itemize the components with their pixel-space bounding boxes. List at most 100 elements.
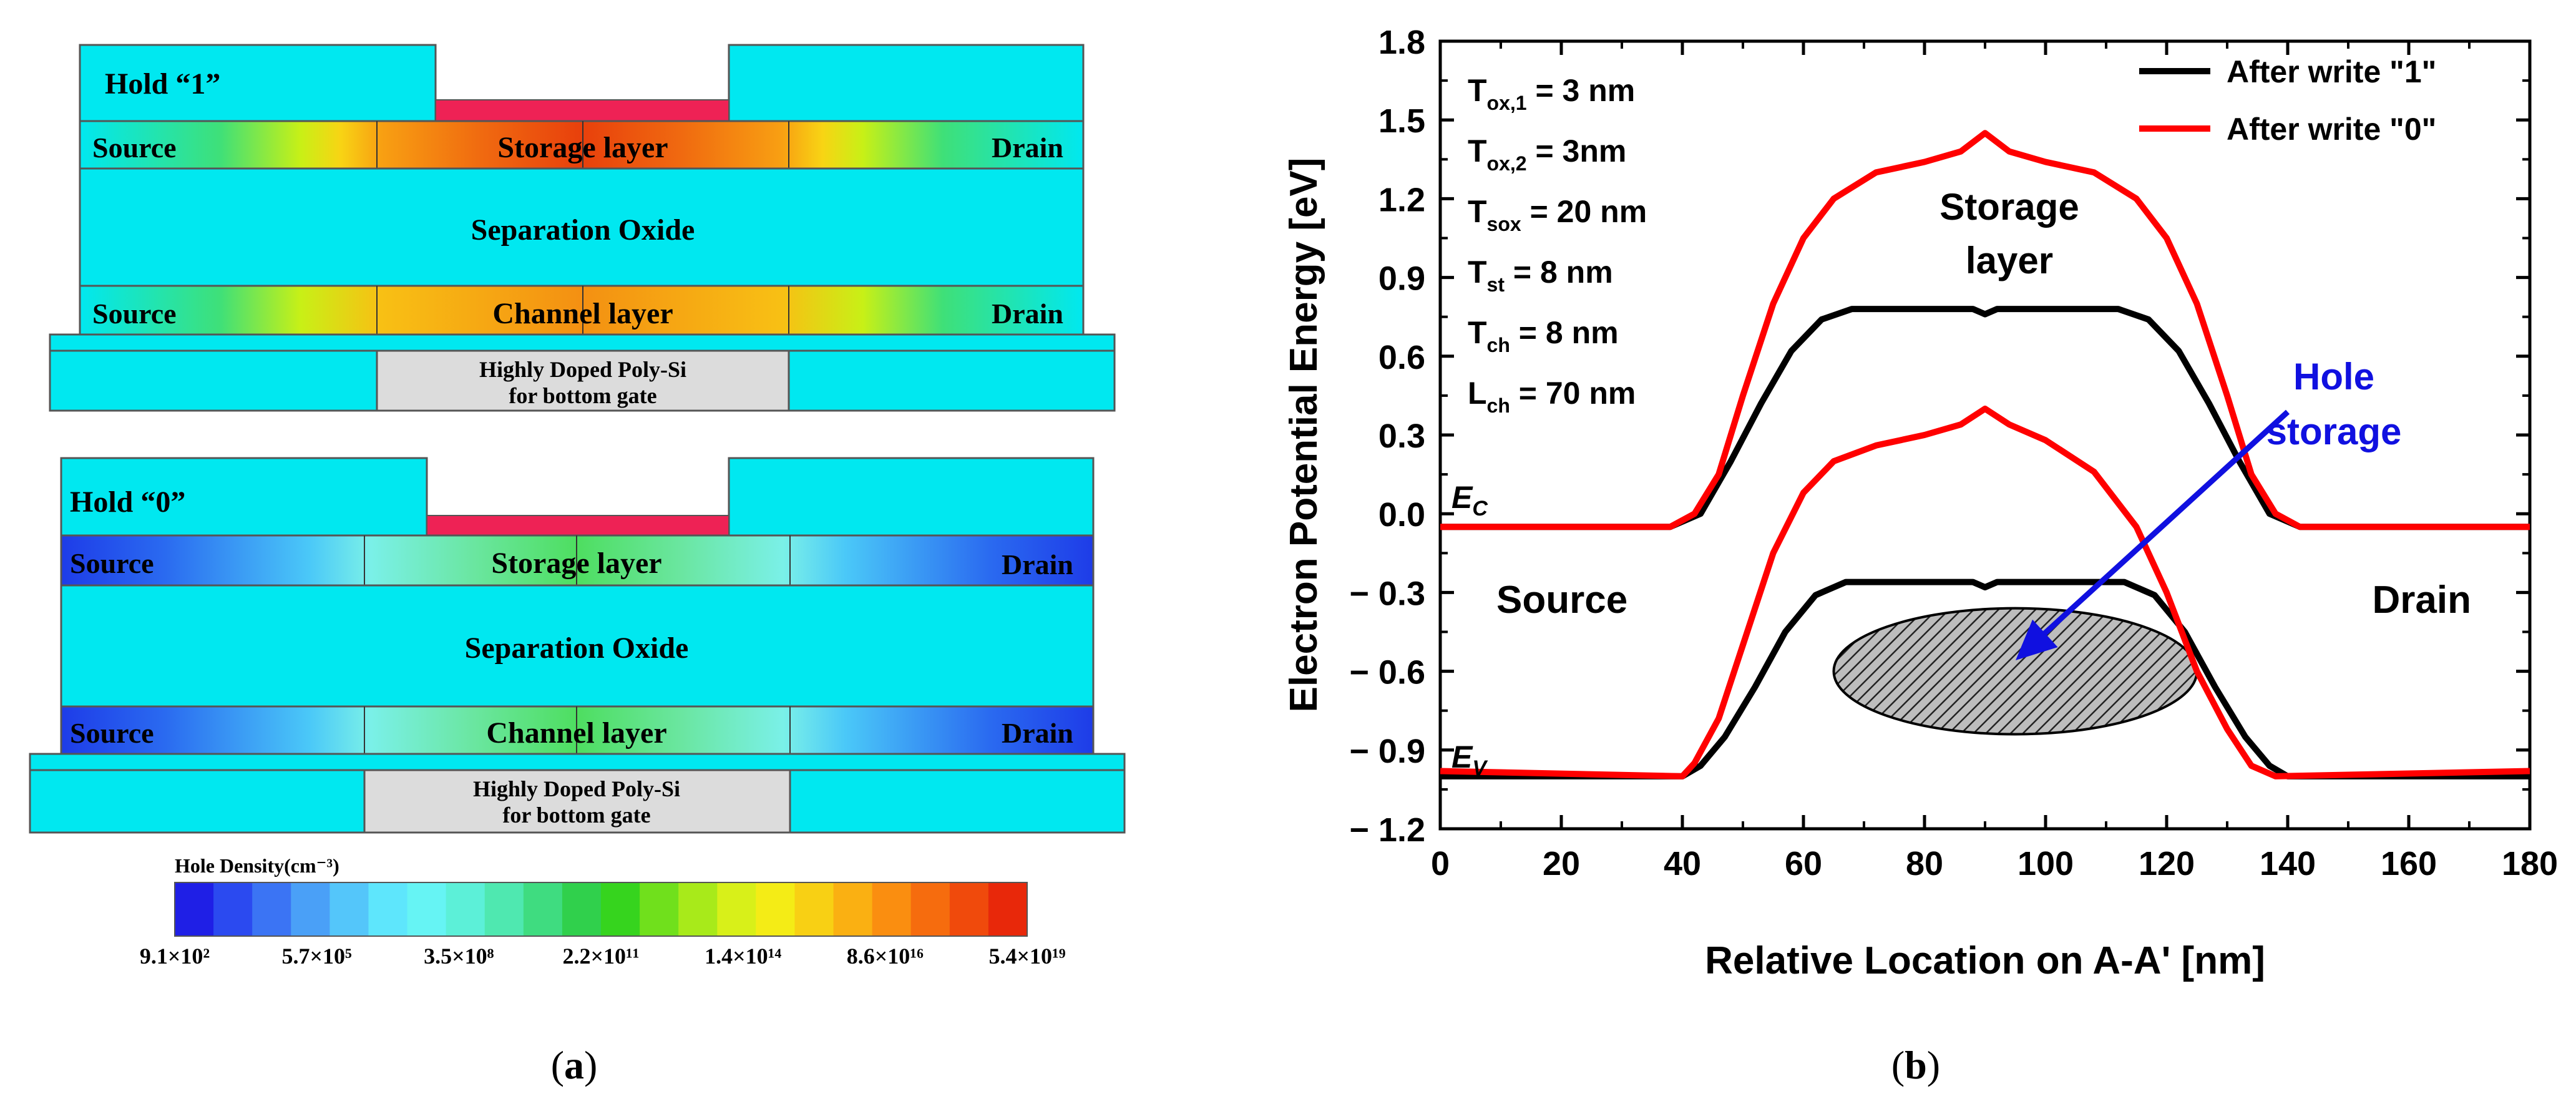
colorbar-ticks: 9.1×10² 5.7×10⁵ 3.5×10⁸ 2.2×10¹¹ 1.4×10¹⁴ 8.6… [140,944,1066,969]
bottom-gate [363,769,791,834]
channel-layer-label: Channel layer [486,716,666,750]
source-label: Source [70,717,154,749]
x-tick-label: 160 [2381,845,2437,882]
bottom-gate [376,349,790,412]
ec-label: EC [1451,480,1488,520]
parameter-item: Tst = 8 nm [1468,255,1613,296]
x-tick-label: 120 [2139,845,2195,882]
y-tick-label: 0.3 [1378,418,1425,455]
separation-oxide-label: Separation Oxide [465,632,689,665]
x-ticks: 0 20 40 60 80 100 120 140 160 180 [1431,41,2558,882]
source-label: Source [92,132,177,164]
y-tick-label: − 0.3 [1349,575,1425,612]
arrow-shaft [2032,409,2290,645]
buried-oxide [29,753,1126,771]
y-axis-label: Electron Potential Energy [eV] [1282,158,1325,713]
colorbar-tick-label: 2.2×10¹¹ [562,944,639,969]
left-gate-block [60,457,428,537]
colorbar-cell [484,882,524,936]
series-write-1-ev-line [1440,579,2530,779]
storage-annotation-line1: Storage [1939,186,2079,228]
parameter-item: Lch = 70 nm [1468,376,1636,417]
separation-oxide [60,584,1095,708]
colorbar-cell [678,882,718,936]
hold-0-device: Hold “0” Source Drain Storage layer Sepa… [29,457,1126,834]
gate-label-line1: Highly Doped Poly-Si [473,776,680,801]
y-tick-label: − 0.6 [1349,654,1425,691]
colorbar-cell [949,882,989,936]
colorbar-cell [562,882,602,936]
hold-1-title: Hold “1” [105,67,220,100]
colorbar-cell [910,882,950,936]
separation-oxide-label: Separation Oxide [471,213,695,247]
storage-layer-label: Storage layer [497,131,668,164]
colorbar-cell [523,882,563,936]
colorbar-tick-label: 5.7×10⁵ [282,944,353,969]
colorbar-cell [175,882,214,936]
parameter-item: Tox,1 = 3 nm [1468,73,1635,114]
hold-1-device: Hold “1” Source Drain Storage layer Sepa… [49,44,1116,412]
colorbar: Hole Density(cm⁻³) 9.1×10² 5.7×10⁵ 3.5×10⁸… [140,854,1066,969]
colorbar-cells [174,882,1028,937]
parameter-item: Tsox = 20 nm [1468,194,1647,235]
x-tick-label: 0 [1431,845,1450,882]
parameter-item: Tch = 8 nm [1468,315,1619,356]
y-tick-label: 0.9 [1378,260,1425,298]
colorbar-cell [717,882,756,936]
separation-oxide [79,167,1085,287]
series-group [1440,130,2530,779]
hole-annotation-line1: Hole [2293,356,2374,398]
top-gate [426,515,729,536]
drain-label: Drain [992,298,1063,330]
panel-b-label: (b) [1891,1043,1940,1087]
storage-annotation-line2: layer [1966,240,2053,281]
gate-label-line2: for bottom gate [509,383,656,408]
drain-label: Drain [1002,549,1073,580]
top-gate [435,99,729,122]
parameter-item: Tox,2 = 3nm [1468,134,1626,175]
colorbar-cell [833,882,873,936]
colorbar-tick-label: 8.6×10¹⁶ [847,944,924,969]
storage-layer-label: Storage layer [491,547,661,580]
left-gate-block [79,44,437,122]
drain-label: Drain [992,132,1063,164]
colorbar-title: Hole Density(cm⁻³) [175,854,339,877]
series-write-0-ev-line [1440,405,2530,779]
right-gate-block [728,44,1085,122]
colorbar-cell [601,882,640,936]
y-tick-label: − 0.9 [1349,733,1425,770]
x-tick-label: 80 [1906,845,1943,882]
x-tick-label: 40 [1664,845,1701,882]
drain-annotation: Drain [2373,579,2471,622]
colorbar-cell [756,882,795,936]
y-tick-label: 1.5 [1378,102,1425,140]
hole-region [1832,607,2198,736]
colorbar-cell [872,882,912,936]
source-label: Source [92,298,177,330]
colorbar-cell [988,882,1028,936]
panel-a-label: (a) [551,1043,598,1087]
colorbar-cell [446,882,485,936]
hole-storage-ellipse [1832,607,2198,736]
x-axis-label: Relative Location on A-A' [nm] [1705,939,2265,982]
gate-label-line2: for bottom gate [502,803,650,828]
legend-label-write-0: After write "0" [2227,112,2436,147]
x-tick-label: 140 [2260,845,2316,882]
hole-annotation-line2: storage [2266,411,2402,452]
colorbar-cell [407,882,447,936]
colorbar-cell [329,882,369,936]
storage-layer-region [79,120,1085,170]
arrow-head [2016,619,2058,660]
colorbar-tick-label: 5.4×10¹⁹ [988,944,1065,969]
buried-oxide [49,333,1116,352]
colorbar-cell [213,882,253,936]
y-tick-label: 1.2 [1378,181,1425,218]
y-tick-label: 0.6 [1378,339,1425,376]
legend: After write "1" After write "0" [2139,54,2436,147]
colorbar-cell [794,882,834,936]
y-tick-label: 1.8 [1378,24,1425,61]
x-tick-label: 20 [1543,845,1580,882]
colorbar-tick-label: 3.5×10⁸ [424,944,494,969]
x-tick-label: 60 [1785,845,1822,882]
